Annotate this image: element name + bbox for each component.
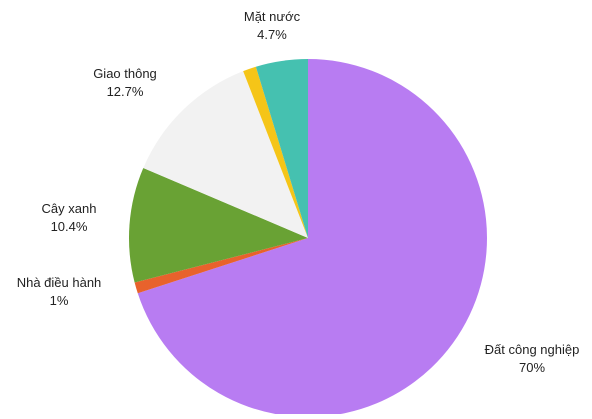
pie-labels: Đất công nghiệp 70% Nhà điều hành 1% Cây xan… [17,9,580,375]
slice-value-dat-cong-nghiep: 70% [519,360,545,375]
pie-slice-nha-dieu-hanh [134,238,308,294]
pie-slice-cay-xanh [128,167,308,283]
slice-value-mat-nuoc: 4.7% [257,27,287,42]
slice-label-mat-nuoc: Mặt nước [244,9,301,24]
slice-label-cay-xanh: Cây xanh [42,201,97,216]
pie-slice-dat-cong-nghiep [137,59,488,417]
pie-slice-mat-nuoc [255,59,308,238]
pie-slices [128,59,488,417]
slice-label-dat-cong-nghiep: Đất công nghiệp [485,342,580,357]
pie-slice-unlabeled [243,66,308,238]
slice-label-giao-thong: Giao thông [93,66,157,81]
slice-value-cay-xanh: 10.4% [51,219,88,234]
slice-value-nha-dieu-hanh: 1% [50,293,69,308]
pie-slice-giao-thong [143,71,308,238]
slice-value-giao-thong: 12.7% [107,84,144,99]
slice-label-nha-dieu-hanh: Nhà điều hành [17,275,102,290]
